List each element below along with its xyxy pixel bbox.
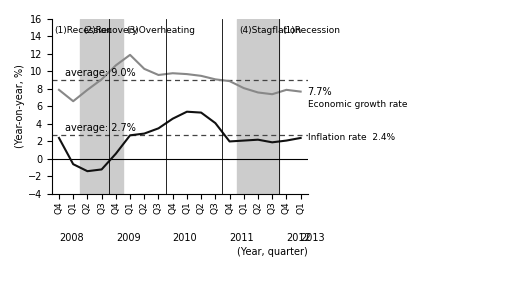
Text: (2)Recovery: (2)Recovery — [83, 26, 137, 35]
Text: average: 9.0%: average: 9.0% — [65, 67, 135, 78]
Text: Economic growth rate: Economic growth rate — [307, 100, 406, 109]
Text: 2011: 2011 — [229, 233, 253, 243]
Text: 2008: 2008 — [59, 233, 83, 243]
Text: average: 2.7%: average: 2.7% — [65, 123, 135, 133]
Text: Inflation rate  2.4%: Inflation rate 2.4% — [307, 134, 394, 142]
Text: 2009: 2009 — [116, 233, 140, 243]
Text: (4)Stagflation: (4)Stagflation — [239, 26, 301, 35]
Text: (1)Recession: (1)Recession — [281, 26, 340, 35]
Text: (3)Overheating: (3)Overheating — [126, 26, 194, 35]
Text: (1)Recession: (1)Recession — [54, 26, 112, 35]
Text: 7.7%: 7.7% — [307, 87, 331, 97]
Y-axis label: (Year-on-year, %): (Year-on-year, %) — [15, 65, 25, 148]
Text: 2012: 2012 — [286, 233, 310, 243]
Text: (Year, quarter): (Year, quarter) — [237, 247, 307, 257]
Text: 2010: 2010 — [173, 233, 197, 243]
Text: 2013: 2013 — [300, 233, 325, 243]
Bar — [80, 19, 123, 194]
Bar — [236, 19, 279, 194]
